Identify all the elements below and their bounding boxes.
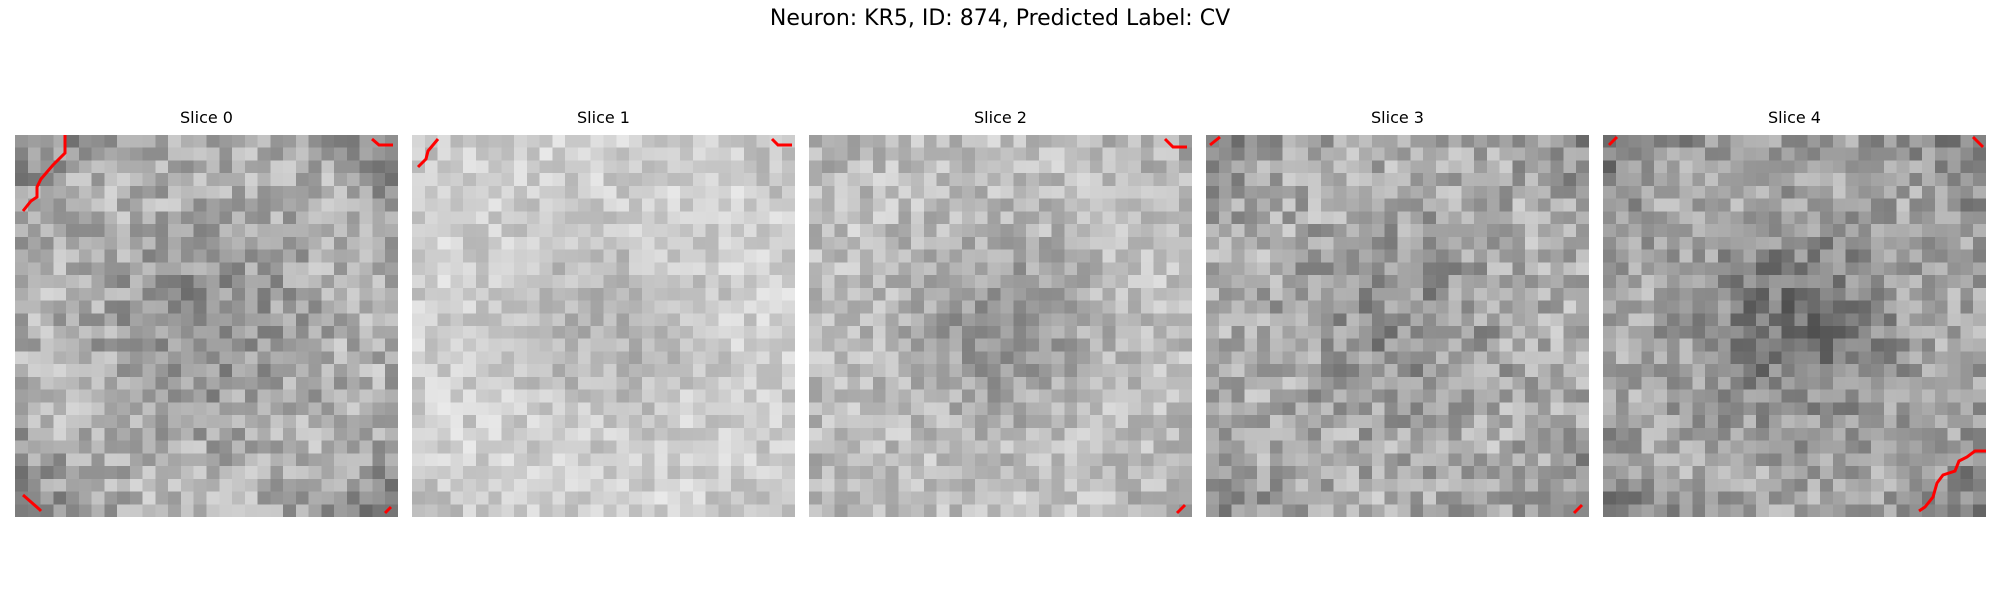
contour-line <box>1209 135 1221 147</box>
slice-panel-3: Slice 3 <box>1206 108 1589 520</box>
contour-line <box>371 137 393 147</box>
contour-line <box>1607 135 1619 147</box>
contour-line <box>22 493 43 513</box>
contour-line <box>770 137 792 147</box>
slice-image <box>1603 135 1986 517</box>
slice-panel-2: Slice 2 <box>809 108 1192 520</box>
contour-line <box>1175 503 1187 515</box>
figure-title: Neuron: KR5, ID: 874, Predicted Label: C… <box>769 6 1231 31</box>
slice-panel-0: Slice 0 <box>15 108 398 520</box>
contour-overlay <box>1607 135 1986 513</box>
slice-title: Slice 2 <box>974 108 1027 127</box>
slice-panel-4: Slice 4 <box>1603 108 1986 520</box>
contour-line <box>21 135 67 212</box>
contour-line <box>1163 137 1187 149</box>
contour-line <box>1971 135 1985 149</box>
contour-overlay <box>1209 135 1584 515</box>
slice-title: Slice 4 <box>1768 108 1821 127</box>
slice-panel-1: Slice 1 <box>412 108 795 520</box>
slice-image <box>412 135 795 517</box>
contour-overlay <box>21 135 393 515</box>
slice-title: Slice 1 <box>577 108 630 127</box>
slice-title: Slice 0 <box>180 108 233 127</box>
contour-overlay <box>1163 137 1187 515</box>
contour-line <box>416 138 440 169</box>
contour-line <box>383 505 393 515</box>
slice-title: Slice 3 <box>1371 108 1424 127</box>
contour-line <box>1918 449 1986 513</box>
contour-line <box>1572 503 1584 515</box>
slice-image <box>15 135 398 517</box>
slice-image <box>809 135 1192 517</box>
contour-overlay <box>416 137 792 169</box>
slice-image <box>1206 135 1589 517</box>
